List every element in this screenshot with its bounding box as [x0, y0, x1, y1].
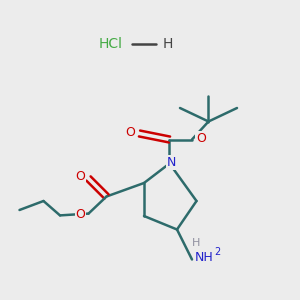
- Text: O: O: [75, 208, 85, 221]
- Text: NH: NH: [195, 250, 214, 264]
- Text: HCl: HCl: [99, 37, 123, 50]
- Text: N: N: [167, 156, 176, 169]
- Text: O: O: [75, 169, 85, 183]
- Text: 2: 2: [214, 247, 221, 257]
- Text: H: H: [163, 37, 173, 50]
- Text: O: O: [196, 132, 206, 145]
- Text: H: H: [191, 238, 200, 248]
- Text: O: O: [126, 126, 135, 139]
